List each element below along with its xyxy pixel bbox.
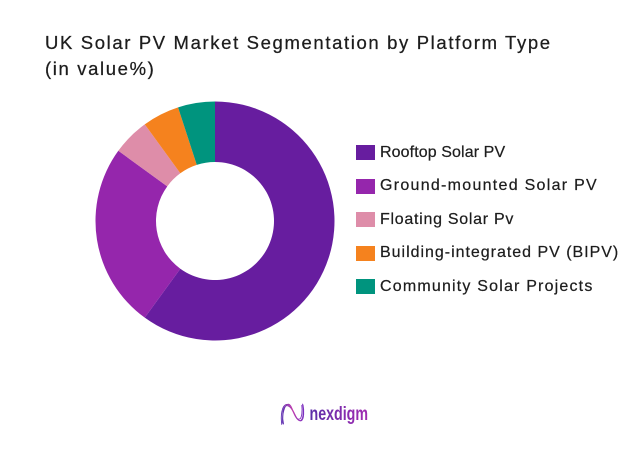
svg-text:nexdigm: nexdigm (310, 403, 369, 425)
